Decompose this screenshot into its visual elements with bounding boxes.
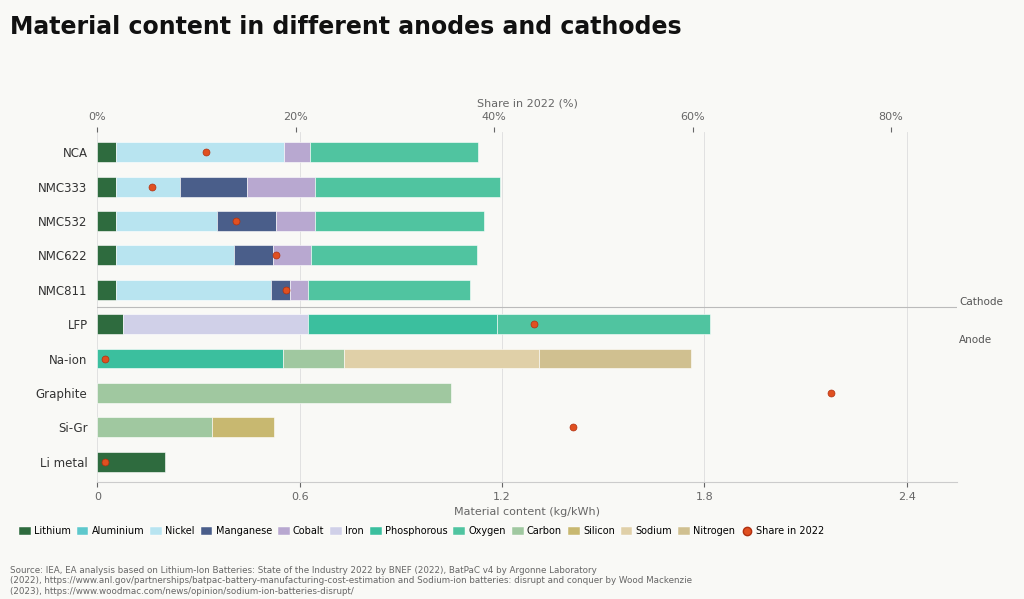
Bar [97, 177, 116, 196]
Bar [97, 452, 165, 471]
Bar [97, 418, 212, 437]
Text: Cathode: Cathode [959, 297, 1004, 307]
Bar [97, 280, 116, 300]
Bar [116, 143, 285, 162]
Bar [97, 383, 452, 403]
Bar [233, 246, 272, 265]
Bar [97, 246, 116, 265]
Bar [212, 418, 274, 437]
X-axis label: Share in 2022 (%): Share in 2022 (%) [477, 98, 578, 108]
Bar [308, 280, 470, 300]
Bar [310, 143, 478, 162]
Bar [314, 177, 501, 196]
Bar [271, 280, 290, 300]
Bar [248, 177, 314, 196]
Text: Material content in different anodes and cathodes: Material content in different anodes and… [10, 15, 682, 39]
Bar [217, 211, 276, 231]
Bar [308, 314, 497, 334]
Bar [116, 280, 271, 300]
Bar [311, 246, 477, 265]
Bar [283, 349, 343, 368]
Bar [97, 349, 283, 368]
X-axis label: Material content (kg/kWh): Material content (kg/kWh) [455, 507, 600, 518]
Bar [97, 211, 116, 231]
Bar [343, 349, 540, 368]
Bar [97, 143, 116, 162]
Bar [116, 246, 233, 265]
Bar [276, 211, 314, 231]
Bar [540, 349, 691, 368]
Bar [497, 314, 710, 334]
Bar [123, 314, 308, 334]
Bar [314, 211, 483, 231]
Bar [272, 246, 311, 265]
Bar [116, 177, 180, 196]
Bar [116, 211, 217, 231]
Text: Anode: Anode [959, 335, 992, 345]
Bar [97, 314, 123, 334]
Legend: Lithium, Aluminium, Nickel, Manganese, Cobalt, Iron, Phosphorous, Oxygen, Carbon: Lithium, Aluminium, Nickel, Manganese, C… [15, 522, 828, 540]
Bar [180, 177, 248, 196]
Bar [285, 143, 310, 162]
Text: Source: IEA, EA analysis based on Lithium-Ion Batteries: State of the Industry 2: Source: IEA, EA analysis based on Lithiu… [10, 566, 692, 596]
Bar [290, 280, 308, 300]
